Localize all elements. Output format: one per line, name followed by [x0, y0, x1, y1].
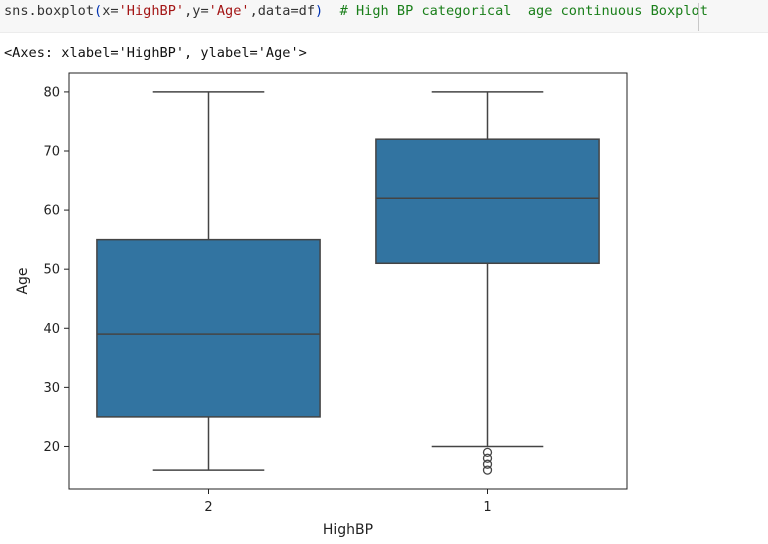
y-tick-label: 50 — [43, 263, 60, 278]
box-iqr — [96, 238, 321, 418]
text-cursor — [698, 3, 699, 31]
axes-frame — [68, 72, 628, 490]
y-tick-label: 30 — [43, 381, 60, 396]
x-tick-label: 2 — [204, 500, 212, 515]
code-token: sns.boxplot — [4, 3, 95, 19]
code-token: ,y= — [184, 3, 209, 19]
code-token: x= — [102, 3, 119, 19]
code-token: # High BP categorical age continuous Box… — [323, 3, 708, 19]
outlier-point — [482, 465, 493, 475]
code-cell[interactable]: sns.boxplot(x='HighBP',y='Age',data=df) … — [0, 0, 768, 33]
outlier-point — [482, 459, 493, 469]
outlier-point — [482, 453, 493, 463]
y-tick-label: 40 — [43, 322, 60, 337]
code-token: ,data=df — [249, 3, 316, 19]
code-token: ) — [315, 3, 324, 19]
x-tick-label: 1 — [483, 500, 491, 515]
code-line: sns.boxplot(x='HighBP',y='Age',data=df) … — [4, 2, 708, 20]
output-text: <Axes: xlabel='HighBP', ylabel='Age'> — [4, 45, 307, 61]
code-token: 'Age' — [208, 3, 250, 19]
y-tick-label: 80 — [43, 85, 60, 100]
y-tick-label: 60 — [43, 204, 60, 219]
box-iqr — [375, 138, 600, 265]
y-tick-label: 70 — [43, 145, 60, 160]
y-tick-label: 20 — [43, 440, 60, 455]
code-token: 'HighBP' — [118, 3, 185, 19]
y-axis-label: Age — [15, 267, 31, 294]
code-token: ( — [94, 3, 103, 19]
outlier-point — [482, 447, 493, 458]
x-axis-label: HighBP — [323, 522, 373, 538]
